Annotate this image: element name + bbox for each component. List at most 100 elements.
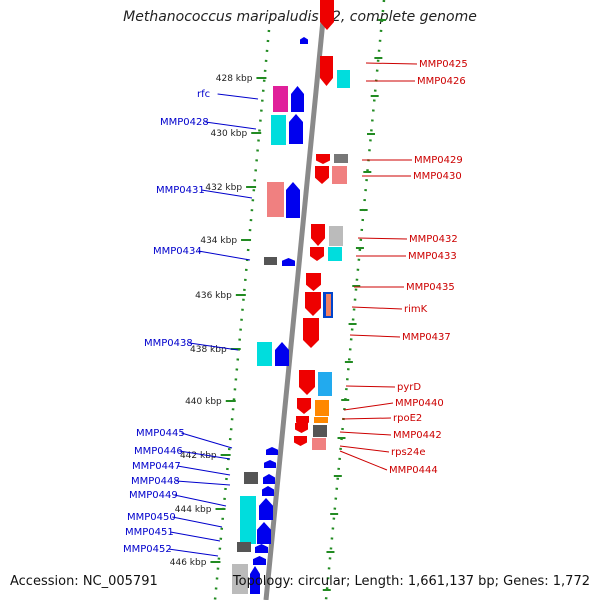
gene-label-right: MMP0432 [409, 234, 458, 245]
label-leader-left [177, 465, 231, 476]
gene-box [264, 257, 277, 265]
gene-label-right: MMP0437 [402, 332, 451, 343]
gene-arrow [289, 114, 303, 144]
gene-label-right: MMP0435 [406, 282, 455, 293]
label-leader-right [351, 306, 403, 310]
kbp-tick-label: 442 kbp [180, 451, 217, 461]
kbp-tick-label: 434 kbp [200, 236, 237, 246]
gene-label-left: MMP0447 [132, 461, 181, 472]
gene-label-right: MMP0425 [419, 59, 468, 70]
gene-label-right: MMP0442 [393, 430, 442, 441]
gene-box [232, 564, 248, 594]
kbp-tick-label: 436 kbp [195, 291, 232, 301]
gene-arrow [291, 86, 304, 112]
label-leader-right [345, 385, 396, 388]
gene-label-left: MMP0431 [156, 185, 205, 196]
label-leader-right [341, 417, 392, 420]
gene-box [257, 342, 272, 366]
label-leader-left [205, 121, 257, 130]
kbp-tick-label: 444 kbp [175, 505, 212, 515]
gene-arrow [306, 273, 321, 291]
gene-arrow [316, 154, 330, 164]
gene-arrow [299, 370, 315, 395]
gene-label-right: MMP0429 [414, 155, 463, 166]
gene-label-right: MMP0426 [417, 76, 466, 87]
gene-label-left: MMP0448 [131, 476, 180, 487]
gene-label-right: MMP0440 [395, 398, 444, 409]
gene-box [271, 115, 286, 145]
gene-label-left: MMP0449 [129, 490, 178, 501]
kbp-tick-label: 432 kbp [205, 183, 242, 193]
gene-arrow [275, 342, 289, 366]
gene-box [312, 438, 326, 450]
gene-label-left: MMP0446 [134, 446, 183, 457]
gene-label-left: MMP0450 [127, 512, 176, 523]
label-leader-left [172, 516, 223, 528]
gene-arrow [315, 166, 329, 184]
gene-arrow [262, 486, 274, 496]
gene-arrow [310, 247, 324, 261]
gene-label-right: MMP0430 [413, 171, 462, 182]
label-leader-left [170, 531, 221, 542]
gene-box [328, 247, 342, 261]
kbp-tick-label: 440 kbp [185, 397, 222, 407]
gene-box [237, 542, 251, 552]
gene-box [313, 425, 327, 437]
gene-arrow [320, 56, 333, 86]
label-leader-right [339, 431, 392, 436]
gene-arrow [255, 544, 268, 553]
genome-backbone [263, 0, 328, 600]
gene-arrow [257, 522, 271, 544]
label-leader-left [189, 342, 239, 351]
gene-label-right: rimK [404, 304, 428, 315]
gene-arrow [266, 447, 278, 455]
gene-box [332, 166, 347, 184]
gene-arrow [286, 182, 300, 218]
gene-label-left: MMP0445 [136, 428, 185, 439]
gene-arrow [253, 556, 266, 565]
right-lane-dots [324, 0, 386, 600]
label-leader-left [201, 189, 253, 199]
topology-summary: Topology: circular; Length: 1,661,137 bp… [232, 574, 590, 589]
gene-arrow [295, 423, 308, 433]
accession-text: Accession: NC_005791 [10, 574, 158, 589]
kbp-tick-label: 438 kbp [190, 345, 227, 355]
gene-label-left: rfc [197, 89, 210, 100]
map-title: Methanococcus maripaludis S2, complete g… [123, 9, 477, 25]
label-leader-right [357, 237, 408, 240]
gene-arrow [297, 398, 311, 414]
gene-label-right: rpoE2 [393, 413, 422, 424]
label-leader-right [343, 402, 394, 411]
gene-arrow [282, 258, 295, 266]
label-leader-left [174, 494, 227, 507]
gene-box [326, 294, 331, 316]
gene-arrow [259, 498, 273, 520]
gene-label-right: MMP0444 [389, 465, 438, 476]
gene-label-right: MMP0433 [408, 251, 457, 262]
gene-box [334, 154, 348, 163]
gene-label-left: MMP0451 [125, 527, 174, 538]
label-leader-left [179, 450, 231, 460]
gene-arrow [303, 318, 319, 348]
gene-box [315, 400, 329, 416]
label-leader-right [339, 450, 388, 471]
gene-box [329, 226, 343, 246]
label-leader-right [339, 445, 390, 453]
gene-arrow [294, 436, 307, 446]
gene-arrow [300, 37, 308, 44]
kbp-tick-label: 430 kbp [211, 129, 248, 139]
label-leader-right [349, 334, 401, 338]
gene-box [273, 86, 288, 112]
kbp-tick-label: 428 kbp [216, 74, 253, 84]
gene-box [337, 70, 350, 88]
label-leader-left [168, 548, 219, 557]
gene-arrow [250, 566, 260, 594]
gene-arrow [263, 474, 275, 484]
gene-arrow [311, 224, 325, 246]
label-leader-left [176, 480, 231, 486]
gene-box [318, 372, 332, 396]
gene-label-left: MMP0452 [123, 544, 172, 555]
gene-arrow [264, 460, 276, 468]
gene-arrow [320, 0, 334, 30]
